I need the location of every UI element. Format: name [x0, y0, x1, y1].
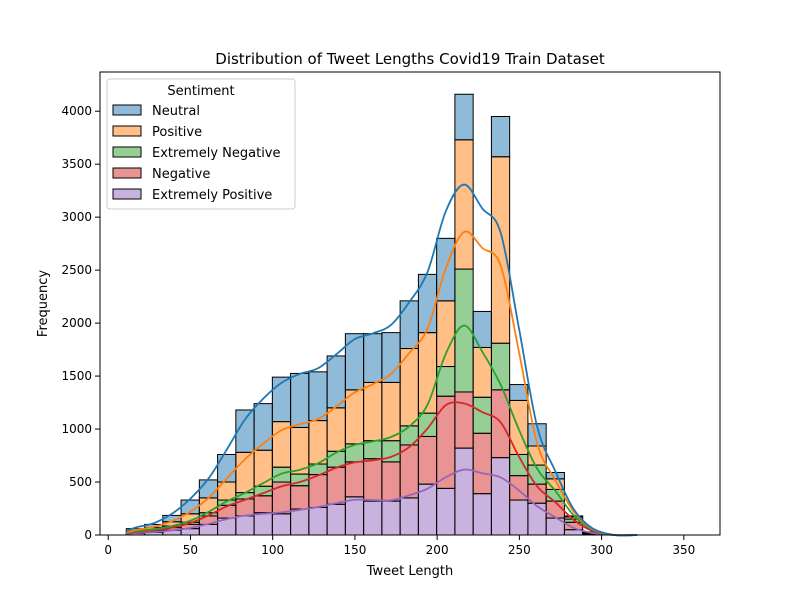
bar-negative-14	[381, 461, 401, 502]
y-tick-label-2000: 2000	[61, 316, 92, 330]
x-tick-label-50: 50	[183, 543, 198, 557]
bar-neutral-20	[490, 115, 511, 158]
bar-extremely-positive-11	[326, 503, 346, 536]
bar-positive-11	[326, 407, 346, 452]
bar-neutral-13	[363, 333, 383, 383]
bar-positive-4	[198, 497, 219, 514]
bar-neutral-12	[344, 333, 365, 391]
bar-positive-10	[308, 420, 328, 465]
y-tick-label-2500: 2500	[61, 263, 92, 277]
y-axis: 0 500 1000 1500 2000 2500 3000 3500 4000	[61, 104, 100, 542]
kde-curve-extremely-negative	[126, 324, 638, 537]
x-tick-label-150: 150	[343, 543, 366, 557]
bar-negative-18	[454, 391, 474, 449]
bar-positive-17	[436, 300, 456, 368]
bar-extremely-positive-12	[344, 496, 365, 536]
bar-neutral-21	[509, 384, 529, 401]
bar-neutral-18	[454, 93, 474, 141]
chart-title: Distribution of Tweet Lengths Covid19 Tr…	[215, 50, 605, 68]
x-tick-label-200: 200	[426, 543, 449, 557]
bar-extremely-positive-21	[509, 499, 529, 536]
legend-label-negative: Negative	[152, 167, 210, 182]
bar-extremely-positive-13	[363, 500, 383, 536]
bar-positive-20	[490, 156, 511, 344]
bar-negative-13	[363, 458, 383, 502]
bar-neutral-7	[253, 403, 273, 451]
plot-area-frame	[99, 71, 721, 536]
bar-extremely-positive-8	[271, 513, 292, 536]
y-tick-label-3500: 3500	[61, 157, 92, 171]
kde-curve-negative	[126, 401, 638, 537]
bar-extremely-positive-14	[381, 500, 401, 536]
y-tick-label-0: 0	[84, 528, 92, 542]
y-tick-label-500: 500	[69, 475, 92, 489]
bar-neutral-4	[198, 479, 219, 499]
kde-layer	[125, 183, 638, 537]
bar-extremely-positive-9	[290, 508, 310, 536]
legend-swatch-positive	[112, 125, 142, 137]
legend: Sentiment Neutral Positive Extremely Negati…	[106, 78, 296, 210]
bar-extremely-positive-18	[454, 447, 474, 536]
x-tick-label-350: 350	[672, 543, 695, 557]
bar-negative-16	[417, 435, 438, 485]
x-tick-label-250: 250	[508, 543, 531, 557]
bar-extremely-positive-6	[235, 515, 255, 536]
bar-extremely-positive-10	[308, 506, 328, 536]
bar-positive-14	[381, 381, 401, 442]
bar-extremely-positive-20	[490, 457, 511, 536]
x-tick-label-0: 0	[104, 543, 112, 557]
y-tick-label-3000: 3000	[61, 210, 92, 224]
x-axis-label: Tweet Length	[366, 564, 454, 579]
bar-negative-19	[472, 432, 492, 495]
kde-curve-neutral	[125, 183, 638, 537]
y-tick-label-1500: 1500	[61, 369, 92, 383]
x-axis: 0 50 100 150 200 250 300 350	[104, 535, 695, 557]
bar-extremely-positive-22	[527, 502, 547, 536]
bar-negative-9	[290, 485, 310, 510]
bar-extremely-negative-16	[417, 412, 438, 437]
bar-positive-19	[472, 346, 492, 398]
y-tick-label-4000: 4000	[61, 104, 92, 118]
legend-label-extremely-positive: Extremely Positive	[152, 188, 272, 203]
legend-swatch-neutral	[112, 104, 142, 116]
bar-negative-7	[253, 495, 273, 514]
bar-neutral-23	[545, 471, 565, 480]
kde-curve-positive	[126, 230, 638, 537]
bar-negative-10	[308, 474, 328, 508]
bar-extremely-positive-17	[436, 487, 456, 536]
bar-positive-13	[363, 381, 383, 442]
legend-swatch-negative	[112, 167, 142, 179]
legend-title: Sentiment	[167, 84, 234, 99]
bar-neutral-10	[308, 371, 328, 422]
bar-neutral-19	[472, 310, 492, 348]
legend-box	[106, 78, 296, 210]
legend-swatch-extremely-positive	[112, 188, 142, 200]
bar-neutral-11	[326, 355, 346, 409]
bar-negative-15	[399, 444, 419, 499]
x-tick-label-100: 100	[261, 543, 284, 557]
legend-label-positive: Positive	[152, 125, 202, 140]
bar-positive-16	[417, 332, 438, 414]
bar-negative-11	[326, 466, 346, 505]
kde-curve-extremely-positive	[126, 468, 638, 537]
legend-label-neutral: Neutral	[152, 104, 200, 119]
bar-extremely-positive-15	[399, 497, 419, 536]
legend-label-extremely-negative: Extremely Negative	[152, 146, 281, 161]
x-tick-label-300: 300	[590, 543, 613, 557]
legend-swatch-extremely-negative	[112, 146, 142, 158]
y-axis-label: Frequency	[36, 270, 51, 337]
bar-negative-12	[344, 461, 365, 498]
bar-positive-7	[253, 449, 273, 487]
y-tick-label-1000: 1000	[61, 422, 92, 436]
bar-neutral-9	[290, 372, 310, 428]
bar-extremely-positive-7	[253, 512, 273, 536]
bar-positive-18	[454, 139, 474, 270]
bar-neutral-15	[399, 300, 419, 350]
bar-extremely-positive-19	[472, 493, 492, 536]
